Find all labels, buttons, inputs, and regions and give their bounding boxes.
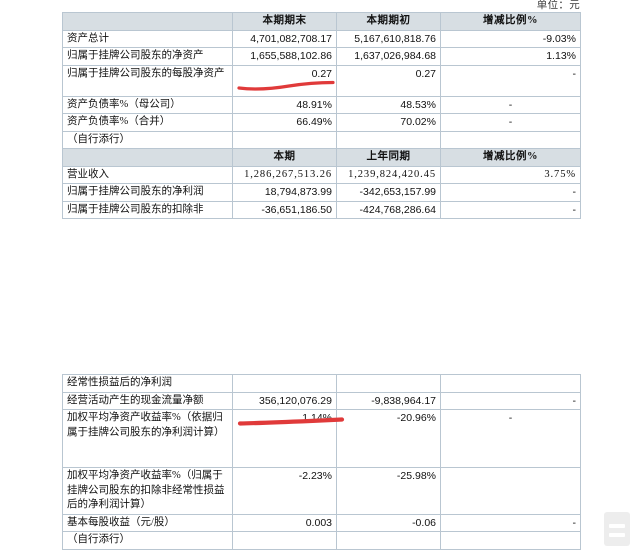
header-cell-change-ratio: 增减比例% xyxy=(440,12,581,31)
row-value-last-year: -424,768,286.64 xyxy=(336,200,441,219)
header-cell-current-period-end: 本期期末 xyxy=(232,12,337,31)
header-cell-same-period-last-year: 上年同期 xyxy=(336,148,441,167)
row-value-current: 18,794,873.99 xyxy=(232,183,337,202)
table-row: 归属于挂牌公司股东的净利润 18,794,873.99 -342,653,157… xyxy=(62,183,581,202)
row-value-current: 1.14% xyxy=(232,409,337,468)
row-value-change: - xyxy=(440,200,581,219)
row-value-change xyxy=(440,374,581,393)
row-value-period-start: 1,637,026,984.68 xyxy=(336,47,441,66)
row-value-change xyxy=(440,130,581,149)
row-value-period-end: 1,655,588,102.86 xyxy=(232,47,337,66)
table-row: 资产总计 4,701,082,708.17 5,167,610,818.76 -… xyxy=(62,29,581,48)
header-cell-current-period-start: 本期期初 xyxy=(336,12,441,31)
row-value-last-year: -9,838,964.17 xyxy=(336,391,441,410)
table-row: 经常性损益后的净利润 xyxy=(62,374,581,393)
row-value-period-end: 48.91% xyxy=(232,95,337,114)
profit-indicators-table: 经常性损益后的净利润 经营活动产生的现金流量净额 356,120,076.29 … xyxy=(62,374,581,550)
row-value-current: 0.003 xyxy=(232,513,337,532)
table-row: 归属于挂牌公司股东的扣除非 -36,651,186.50 -424,768,28… xyxy=(62,200,581,219)
row-value-last-year: -342,653,157.99 xyxy=(336,183,441,202)
row-value-change: -9.03% xyxy=(440,29,581,48)
row-value-change xyxy=(440,531,581,550)
row-value-period-start: 0.27 xyxy=(336,64,441,97)
row-value-change: 1.13% xyxy=(440,47,581,66)
row-value-current: -36,651,186.50 xyxy=(232,200,337,219)
table-row: 归属于挂牌公司股东的每股净资产 0.27 0.27 - xyxy=(62,64,581,97)
row-label: 营业收入 xyxy=(62,165,233,184)
row-value-current: -2.23% xyxy=(232,467,337,515)
row-value-period-end: 0.27 xyxy=(232,64,337,97)
row-value-current: 356,120,076.29 xyxy=(232,391,337,410)
row-label: 归属于挂牌公司股东的扣除非 xyxy=(62,200,233,219)
row-label: 归属于挂牌公司股东的每股净资产 xyxy=(62,64,233,97)
row-label: 加权平均净资产收益率%（归属于挂牌公司股东的扣除非经常性损益后的净利润计算） xyxy=(62,467,233,515)
row-value-period-start: 5,167,610,818.76 xyxy=(336,29,441,48)
table-row: 营业收入 1,286,267,513.26 1,239,824,420.45 3… xyxy=(62,165,581,184)
table-row: 基本每股收益（元/股） 0.003 -0.06 - xyxy=(62,513,581,532)
row-value-period-start: 48.53% xyxy=(336,95,441,114)
row-value-last-year: -20.96% xyxy=(336,409,441,468)
row-label: 基本每股收益（元/股） xyxy=(62,513,233,532)
row-value-current xyxy=(232,374,337,393)
table-row: 经营活动产生的现金流量净额 356,120,076.29 -9,838,964.… xyxy=(62,391,581,410)
table-header-row-income: 本期 上年同期 增减比例% xyxy=(62,148,581,167)
row-value-period-start xyxy=(336,130,441,149)
row-value-last-year xyxy=(336,531,441,550)
row-value-last-year: -0.06 xyxy=(336,513,441,532)
row-value-change: - xyxy=(440,113,581,132)
row-label: 资产负债率%（母公司） xyxy=(62,95,233,114)
row-value-change: - xyxy=(440,513,581,532)
row-label: （自行添行） xyxy=(62,531,233,550)
row-value-last-year: 1,239,824,420.45 xyxy=(336,165,441,184)
row-value-last-year: -25.98% xyxy=(336,467,441,515)
row-value-period-end: 66.49% xyxy=(232,113,337,132)
row-value-change: - xyxy=(440,64,581,97)
table-row: 资产负债率%（母公司） 48.91% 48.53% - xyxy=(62,95,581,114)
table-row-add-row: （自行添行） xyxy=(62,130,581,149)
row-value-change xyxy=(440,467,581,515)
row-label: 资产负债率%（合并） xyxy=(62,113,233,132)
header-cell-blank xyxy=(62,12,233,31)
document-watermark-icon xyxy=(604,512,630,546)
row-value-change: - xyxy=(440,391,581,410)
row-value-current xyxy=(232,531,337,550)
row-value-change: 3.75% xyxy=(440,165,581,184)
header-cell-current-period: 本期 xyxy=(232,148,337,167)
table-header-row-period: 本期期末 本期期初 增减比例% xyxy=(62,12,581,31)
table-row: 归属于挂牌公司股东的净资产 1,655,588,102.86 1,637,026… xyxy=(62,47,581,66)
row-label: 经常性损益后的净利润 xyxy=(62,374,233,393)
unit-caption: 单位：元 xyxy=(536,0,580,11)
row-value-period-end: 4,701,082,708.17 xyxy=(232,29,337,48)
assets-and-income-table: 本期期末 本期期初 增减比例% 资产总计 4,701,082,708.17 5,… xyxy=(62,12,581,219)
table-row-add-row: （自行添行） xyxy=(62,531,581,550)
row-label: 资产总计 xyxy=(62,29,233,48)
row-label: 归属于挂牌公司股东的净利润 xyxy=(62,183,233,202)
row-value-change: - xyxy=(440,95,581,114)
row-label: （自行添行） xyxy=(62,130,233,149)
row-value-period-start: 70.02% xyxy=(336,113,441,132)
table-row: 加权平均净资产收益率%（归属于挂牌公司股东的扣除非经常性损益后的净利润计算） -… xyxy=(62,467,581,515)
row-value-change: - xyxy=(440,409,581,468)
row-label: 加权平均净资产收益率%（依据归属于挂牌公司股东的净利润计算） xyxy=(62,409,233,468)
table-row: 资产负债率%（合并） 66.49% 70.02% - xyxy=(62,113,581,132)
row-value-change: - xyxy=(440,183,581,202)
row-label: 经营活动产生的现金流量净额 xyxy=(62,391,233,410)
row-value-last-year xyxy=(336,374,441,393)
header-cell-blank xyxy=(62,148,233,167)
row-label: 归属于挂牌公司股东的净资产 xyxy=(62,47,233,66)
row-value-period-end xyxy=(232,130,337,149)
header-cell-change-ratio: 增减比例% xyxy=(440,148,581,167)
table-row: 加权平均净资产收益率%（依据归属于挂牌公司股东的净利润计算） 1.14% -20… xyxy=(62,409,581,468)
row-value-current: 1,286,267,513.26 xyxy=(232,165,337,184)
